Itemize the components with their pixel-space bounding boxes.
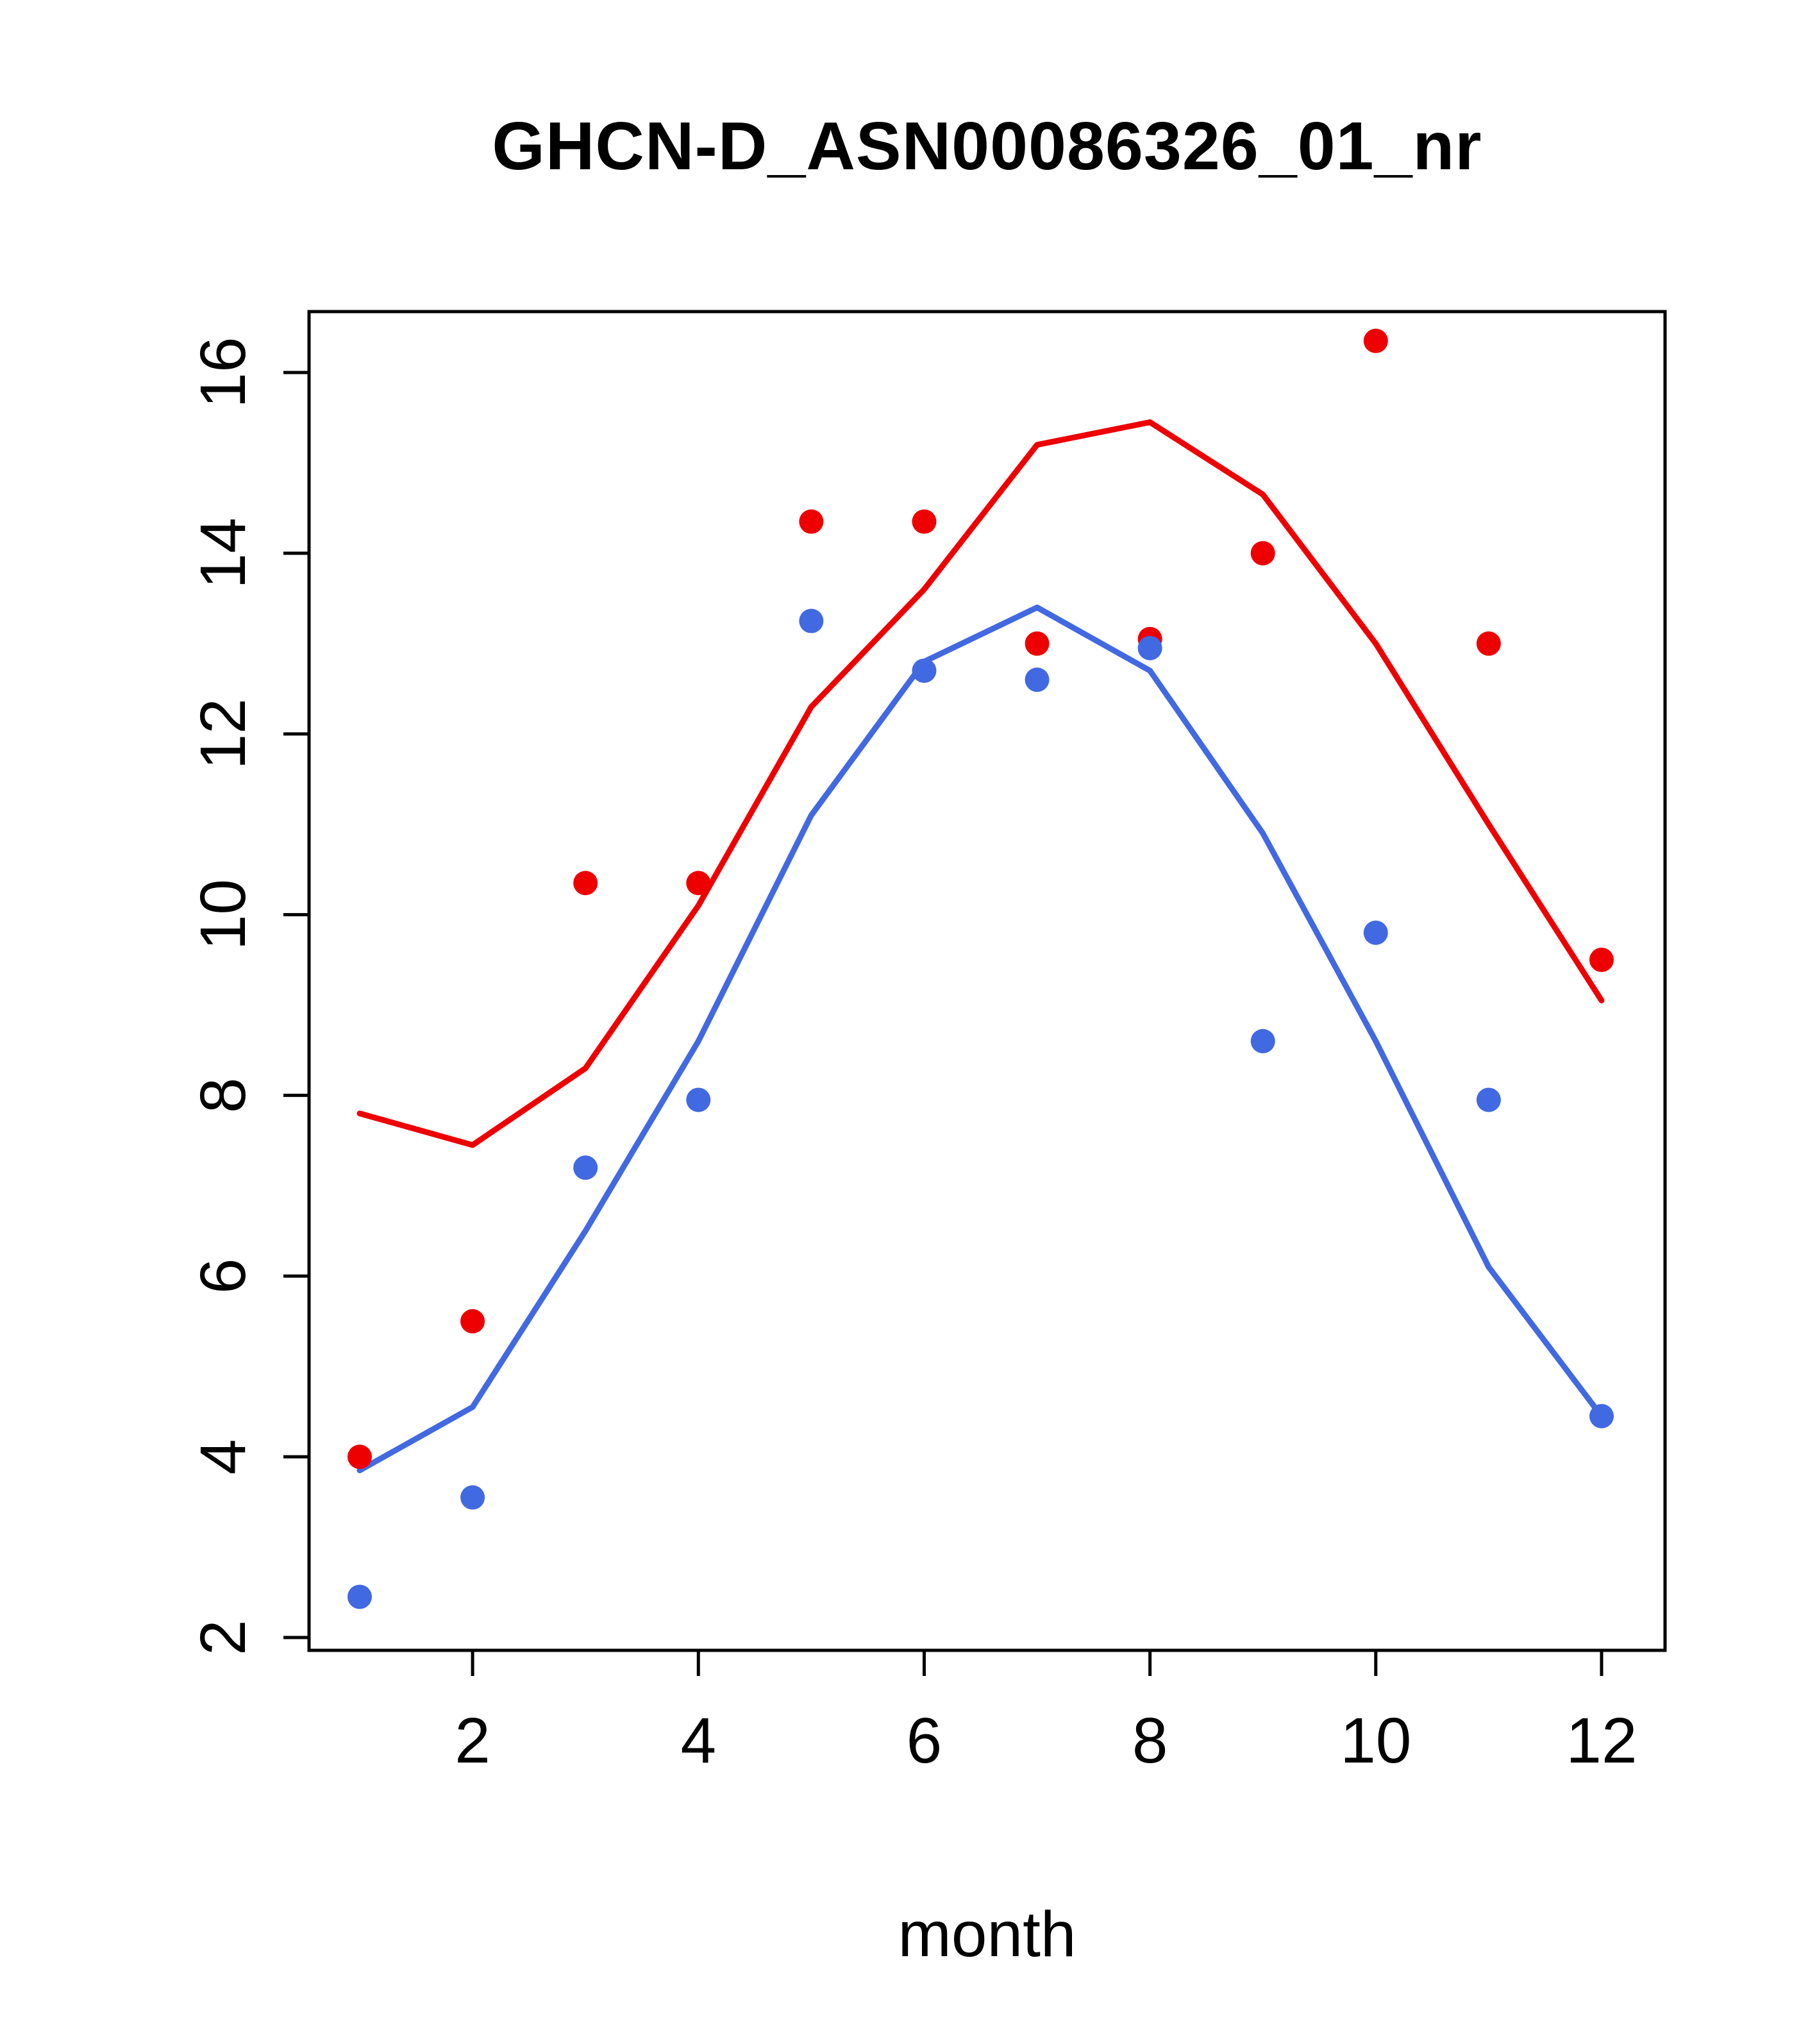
blue-points [347,608,1614,1609]
x-tick-label: 6 [907,1705,942,1777]
blue-point [1137,635,1162,660]
y-tick-label: 4 [187,1439,259,1475]
blue-point [912,658,937,683]
red-point [1363,328,1388,353]
x-tick-label: 4 [680,1705,716,1777]
blue-point [799,608,824,633]
x-tick-label: 8 [1132,1705,1168,1777]
blue-point [686,1087,711,1112]
y-tick-label: 2 [187,1620,259,1655]
red-points [347,328,1614,1470]
blue-point [460,1485,485,1510]
red-point [1250,540,1275,565]
x-axis: 2 4 6 8 10 12 [455,1650,1637,1777]
x-axis-title: month [898,1898,1076,1970]
red-point [686,871,711,896]
blue-point [573,1155,598,1180]
x-tick-label: 2 [455,1705,490,1777]
blue-line [356,604,1605,1473]
blue-point [347,1584,372,1609]
red-point [912,509,937,534]
plot-box [307,310,1667,1652]
y-tick-label: 12 [187,698,259,769]
red-point [1025,631,1050,656]
y-tick-label: 8 [187,1078,259,1114]
red-point [460,1309,485,1334]
red-point [573,871,598,896]
y-axis: 2 4 6 8 10 12 14 16 [187,337,309,1655]
red-point [347,1445,372,1470]
y-tick-label: 14 [187,517,259,589]
red-point [799,509,824,534]
blue-point [1025,667,1050,692]
y-tick-label: 10 [187,879,259,950]
red-point [1476,631,1501,656]
blue-point [1589,1403,1614,1428]
red-point [1589,948,1614,973]
chart-title: GHCN-D_ASN00086326_01_nr [492,108,1482,184]
blue-point [1363,920,1388,945]
x-tick-label: 10 [1340,1705,1411,1777]
y-tick-label: 16 [187,337,259,408]
y-tick-label: 6 [187,1258,259,1294]
x-tick-label: 12 [1566,1705,1637,1777]
blue-point [1476,1087,1501,1112]
blue-point [1250,1028,1275,1053]
red-line [356,419,1605,1148]
